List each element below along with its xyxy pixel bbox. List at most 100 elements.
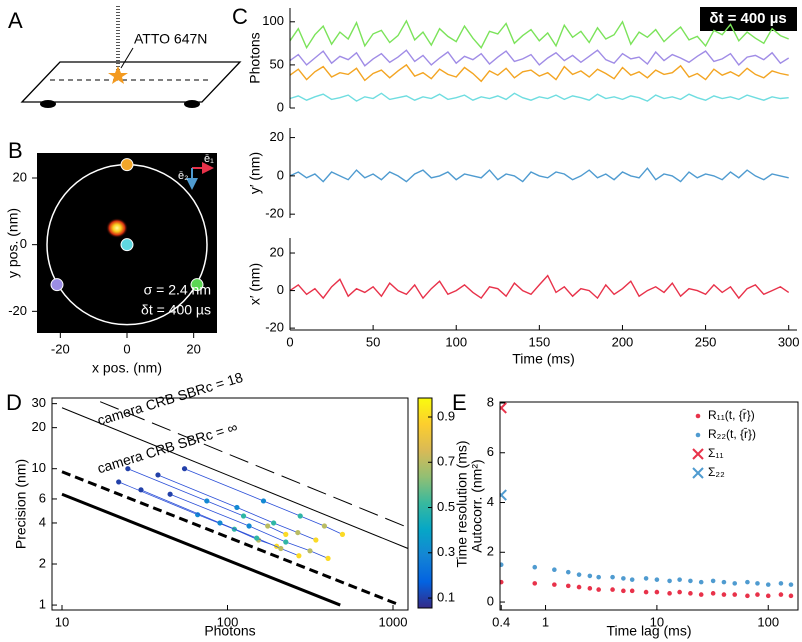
point [621,588,626,594]
point [621,576,626,581]
point [271,520,277,526]
point [240,513,247,519]
point [181,466,188,472]
trace [289,63,789,83]
legend-label: Σ₂₂ [708,465,725,479]
point [138,487,144,493]
fluorophore [108,66,128,84]
point [283,539,289,545]
point [610,574,615,580]
x-tick-label: 10 [55,614,69,629]
trace [289,274,790,300]
annotation: σ = 2.4 nm [144,282,211,298]
trace [289,49,790,67]
point [698,592,704,597]
plot-area [500,402,794,599]
y-tick-label: -20 [8,303,27,318]
point [710,578,716,584]
x-tick-label: 10 [650,614,664,629]
point [500,562,504,568]
point [565,583,571,589]
point [654,589,660,595]
point [297,513,303,519]
y-axis-label: Photons [247,32,263,83]
colorbar-tick-label: 0.9 [437,408,455,423]
point [321,523,327,529]
support [40,100,56,108]
trace [289,167,789,183]
trace [289,92,789,102]
point [745,579,750,585]
legend-label: R₂₂(t, {r̄}) [708,427,756,441]
annotation: camera CRB SBRc = 18 [95,369,245,429]
x-tick-label: 0 [286,334,293,349]
y-tick-label: 6 [39,490,46,505]
x-tick-label: 0.4 [492,614,510,629]
legend-label: R₁₁(t, {r̄}) [708,408,755,422]
point [532,581,538,586]
point [278,545,284,552]
point [629,588,635,594]
point [698,579,704,585]
point [587,573,593,579]
panel-a-diagram: A ATTO 647N [8,6,242,108]
point [246,523,252,529]
bound-line [61,470,401,607]
x-marker [692,448,704,460]
y-tick-label: -20 [265,206,284,221]
point [667,591,672,596]
beam-position [120,238,134,252]
y-axis-label: x′ (nm) [247,263,263,305]
beam-position [190,278,204,292]
y-tick-label: 100 [262,13,284,28]
point [788,593,794,599]
y-tick-label: 4 [39,514,46,529]
point [500,579,504,585]
y-axis-label: Precision (nm) [13,459,29,549]
x-tick-label: 100 [217,614,239,629]
x-axis-label: Time lag (ms) [606,623,691,639]
annotation: ATTO 647N [134,31,207,47]
point [217,520,223,526]
point [265,523,271,529]
colorbar-tick-label: 0.5 [437,499,455,514]
point [643,576,649,581]
y-tick-label: 6 [487,444,494,459]
frame [499,401,799,611]
vector-label: ē₁ [204,153,214,165]
point [596,574,601,580]
colorbar-tick-label: 0.3 [437,544,455,559]
point [677,577,682,582]
point [587,586,593,591]
panel-label: A [8,8,23,33]
y-axis-label: y pos. (nm) [5,208,21,278]
y-axis-label: y′ (nm) [247,152,263,194]
point [125,466,131,472]
y-tick-label: 0 [20,236,27,251]
x-tick-label: 20 [186,341,200,356]
colorbar-tick-label: 0.7 [437,454,455,469]
point [778,581,784,586]
point [643,589,649,595]
point [755,592,760,597]
y-tick-label: -20 [265,320,284,335]
x-tick-label: 150 [528,334,550,349]
y-tick-label: 10 [32,460,46,475]
x-tick-label: 250 [695,334,717,349]
x-stroke [692,467,704,479]
beam-position [50,278,64,292]
x-axis-label: x pos. (nm) [92,360,162,376]
x-tick-label: 300 [778,334,800,349]
point [307,548,313,554]
x-tick-label: 1000 [379,614,408,629]
x-axis-label: Time (ms) [512,351,574,367]
y-tick-label: 20 [32,419,46,434]
x-stroke [500,489,507,498]
bound-line [61,492,341,607]
point [155,472,161,478]
vector-label: ē₂ [178,170,188,182]
y-axis-label: Time resolution (ms) [454,440,470,567]
point [167,491,173,497]
point [667,578,672,584]
